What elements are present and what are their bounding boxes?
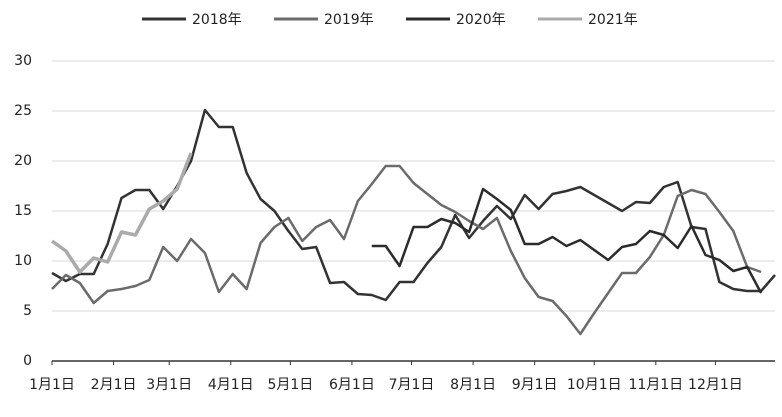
legend-label: 2018年 <box>192 12 242 28</box>
x-tick-label: 7月1日 <box>389 377 435 393</box>
y-tick-label: 5 <box>23 303 32 319</box>
series-line <box>51 108 776 302</box>
x-tick-label: 9月1日 <box>512 377 558 393</box>
x-tick-label: 12月1日 <box>688 377 743 393</box>
series-line <box>371 187 763 294</box>
x-tick-label: 3月1日 <box>146 377 192 393</box>
legend-label: 2021年 <box>588 12 638 28</box>
y-tick-label: 0 <box>23 353 32 369</box>
legend-label: 2019年 <box>324 12 374 28</box>
series-line <box>51 164 762 336</box>
x-tick-label: 10月1日 <box>567 377 622 393</box>
x-tick-label: 4月1日 <box>208 377 254 393</box>
x-tick-label: 1月1日 <box>29 377 75 393</box>
series-line <box>50 152 193 274</box>
y-tick-label: 20 <box>14 153 32 169</box>
y-tick-label: 25 <box>14 103 32 119</box>
y-tick-label: 10 <box>14 253 32 269</box>
x-tick-label: 5月1日 <box>267 377 313 393</box>
x-tick-label: 11月1日 <box>628 377 683 393</box>
y-tick-label: 15 <box>14 203 32 219</box>
x-tick-label: 6月1日 <box>329 377 375 393</box>
legend-label: 2020年 <box>456 12 506 28</box>
y-tick-label: 30 <box>14 53 32 69</box>
x-tick-label: 2月1日 <box>91 377 137 393</box>
x-tick-label: 8月1日 <box>450 377 496 393</box>
